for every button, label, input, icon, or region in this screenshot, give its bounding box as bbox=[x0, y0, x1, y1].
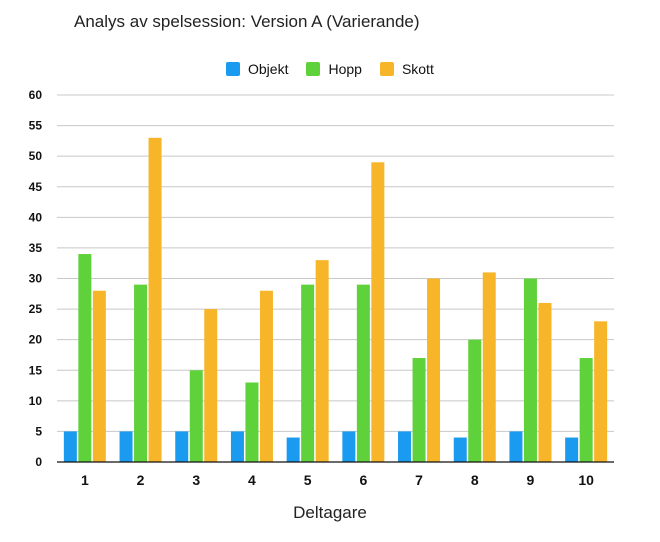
chart-legend: Objekt Hopp Skott bbox=[226, 58, 434, 80]
y-tick-label: 50 bbox=[29, 149, 43, 163]
bar-objekt bbox=[119, 431, 133, 462]
bar-skott bbox=[427, 278, 441, 462]
bar-skott bbox=[594, 321, 608, 462]
bar-hopp bbox=[78, 254, 92, 462]
bar-hopp bbox=[412, 358, 426, 462]
bar-skott bbox=[92, 290, 106, 462]
x-tick-label: 4 bbox=[248, 472, 256, 488]
legend-item-skott: Skott bbox=[379, 61, 434, 77]
bar-objekt bbox=[230, 431, 244, 462]
x-tick-label: 8 bbox=[471, 472, 479, 488]
bar-hopp bbox=[468, 339, 482, 462]
x-tick-label: 6 bbox=[359, 472, 367, 488]
bar-hopp bbox=[301, 284, 315, 462]
x-tick-label: 9 bbox=[527, 472, 535, 488]
legend-swatch-hopp bbox=[306, 62, 321, 76]
y-tick-label: 15 bbox=[29, 363, 43, 377]
y-tick-label: 0 bbox=[35, 455, 42, 469]
legend-swatch-objekt bbox=[226, 62, 240, 76]
y-tick-label: 5 bbox=[35, 424, 42, 438]
legend-label-skott: Skott bbox=[401, 61, 434, 77]
bar-objekt bbox=[342, 431, 356, 462]
x-tick-label: 7 bbox=[415, 472, 423, 488]
bar-skott bbox=[538, 302, 552, 462]
x-tick-label: 3 bbox=[192, 472, 200, 488]
y-tick-label: 10 bbox=[29, 394, 43, 408]
bar-hopp bbox=[134, 284, 148, 462]
bar-skott bbox=[371, 162, 385, 463]
bar-hopp bbox=[523, 278, 537, 462]
bar-objekt bbox=[565, 437, 579, 462]
bar-skott bbox=[482, 272, 496, 462]
x-tick-label: 1 bbox=[81, 472, 89, 488]
bar-hopp bbox=[245, 382, 259, 462]
bar-hopp bbox=[579, 358, 593, 462]
y-tick-label: 40 bbox=[29, 210, 43, 224]
x-tick-label: 2 bbox=[137, 472, 145, 488]
bar-skott bbox=[148, 137, 162, 463]
y-tick-label: 55 bbox=[29, 119, 43, 133]
bar-hopp bbox=[356, 284, 370, 462]
y-tick-label: 25 bbox=[29, 302, 43, 316]
x-tick-label: 5 bbox=[304, 472, 312, 488]
legend-item-objekt: Objekt bbox=[226, 61, 288, 77]
chart-title: Analys av spelsession: Version A (Varier… bbox=[74, 12, 420, 31]
bar-objekt bbox=[175, 431, 189, 462]
y-tick-label: 60 bbox=[29, 88, 43, 102]
legend-label-objekt: Objekt bbox=[248, 61, 289, 77]
bar-hopp bbox=[189, 370, 203, 462]
bar-objekt bbox=[509, 431, 523, 462]
bar-skott bbox=[315, 260, 329, 462]
x-axis-label: Deltagare bbox=[293, 503, 367, 522]
x-tick-label: 10 bbox=[578, 472, 594, 488]
bar-objekt bbox=[286, 437, 300, 462]
y-tick-label: 45 bbox=[29, 180, 43, 194]
legend-swatch-skott bbox=[379, 62, 394, 76]
y-tick-label: 20 bbox=[29, 333, 43, 347]
bar-objekt bbox=[63, 431, 77, 462]
bar-objekt bbox=[398, 431, 412, 462]
bar-skott bbox=[259, 290, 273, 462]
legend-item-hopp: Hopp bbox=[306, 61, 362, 77]
bar-objekt bbox=[453, 437, 467, 462]
legend-label-hopp: Hopp bbox=[328, 61, 362, 77]
y-tick-label: 35 bbox=[29, 241, 43, 255]
y-tick-label: 30 bbox=[29, 272, 43, 286]
bar-skott bbox=[204, 309, 218, 462]
